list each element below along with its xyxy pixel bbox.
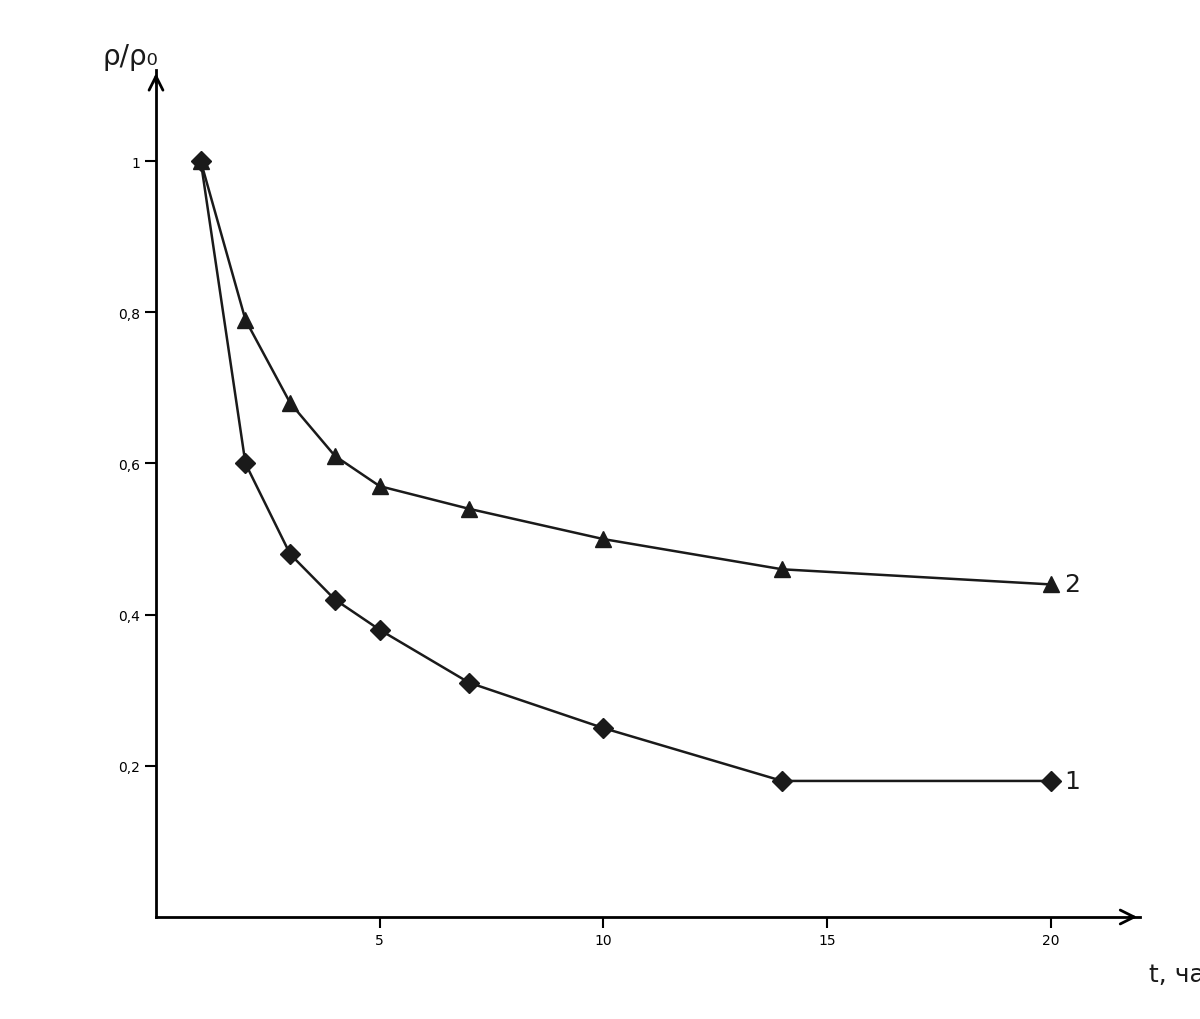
Text: ρ/ρ₀: ρ/ρ₀ (102, 44, 158, 71)
Text: 2: 2 (1064, 573, 1080, 597)
Text: 1: 1 (1064, 769, 1080, 793)
Text: t, час: t, час (1148, 962, 1200, 986)
